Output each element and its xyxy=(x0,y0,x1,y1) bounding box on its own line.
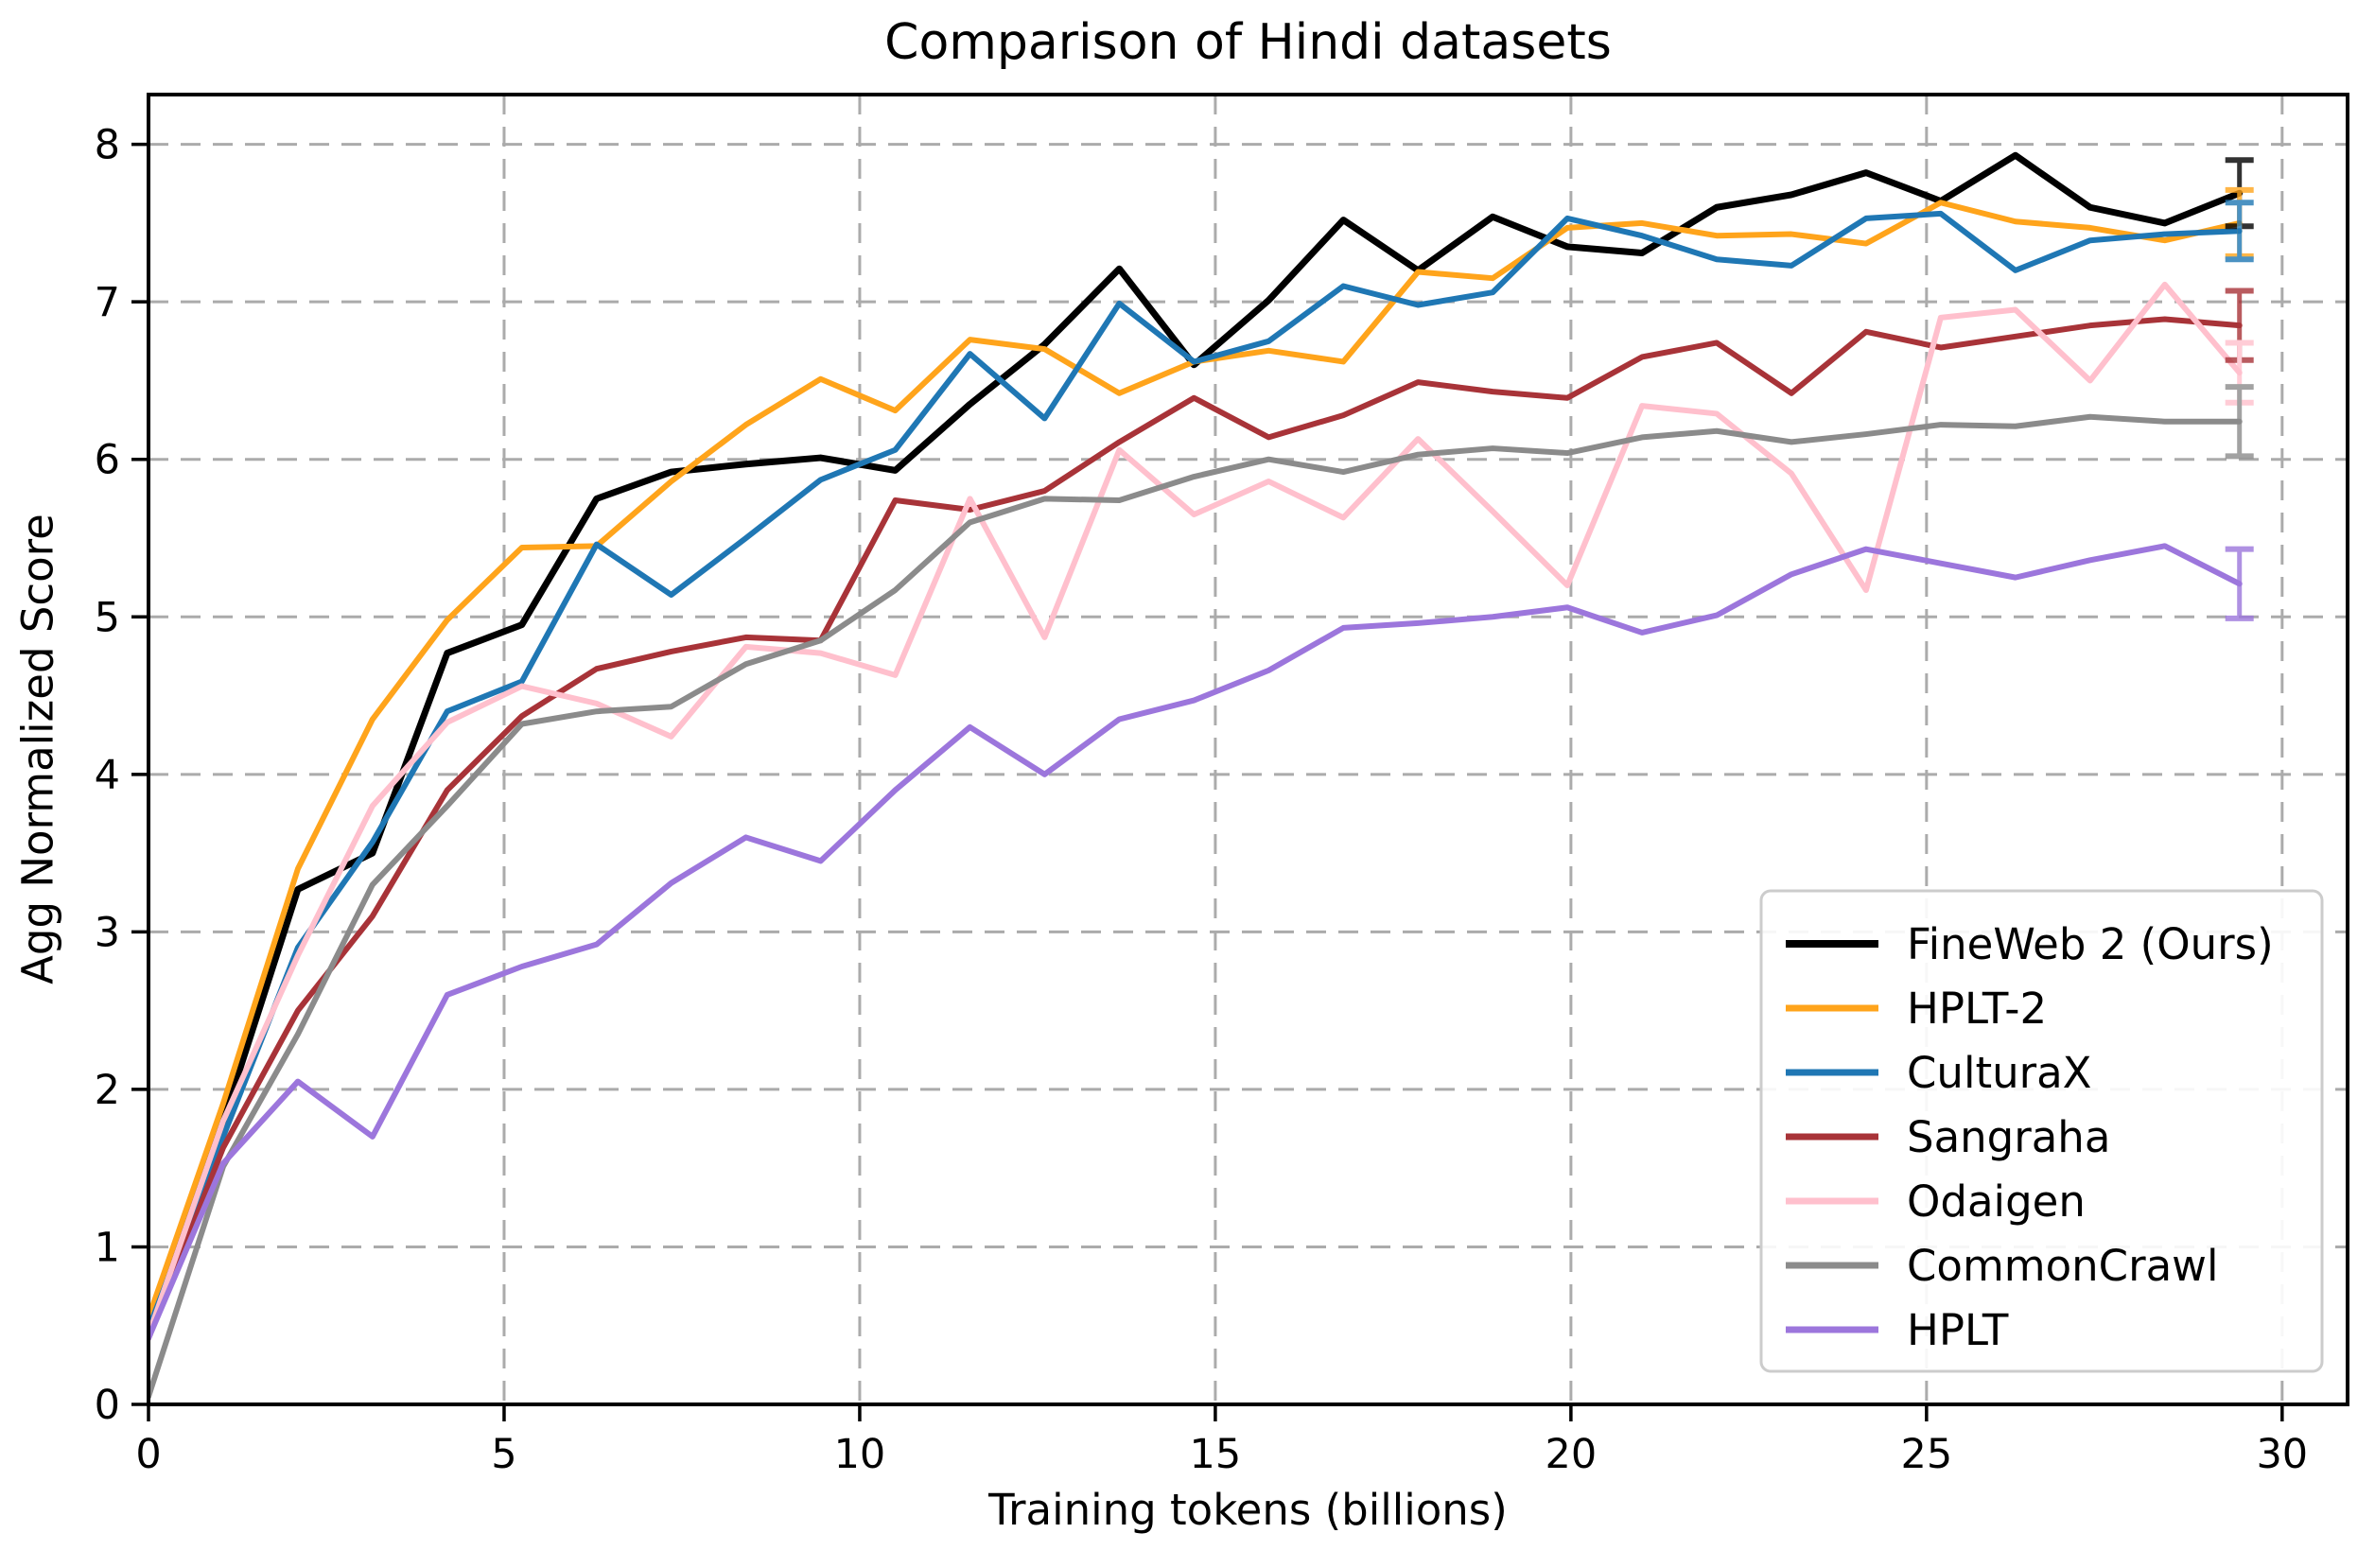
x-tick-label: 25 xyxy=(1900,1431,1952,1478)
series-line-sangraha xyxy=(148,316,2243,1342)
legend-label-hplt-2: HPLT-2 xyxy=(1907,984,2047,1034)
legend-label-odaigen: Odaigen xyxy=(1907,1176,2086,1227)
x-tick-label: 30 xyxy=(2256,1431,2308,1478)
legend-label-commoncrawl: CommonCrawl xyxy=(1907,1241,2218,1291)
x-tick-label: 5 xyxy=(491,1431,516,1478)
legend-item-fineweb-2-ours: FineWeb 2 (Ours) xyxy=(1786,919,2274,969)
y-tick-label: 3 xyxy=(95,909,120,956)
series-line-commoncrawl xyxy=(148,413,2243,1400)
legend-item-commoncrawl: CommonCrawl xyxy=(1786,1241,2218,1291)
x-axis-label: Training tokens (billions) xyxy=(988,1485,1508,1535)
y-axis-label: Agg Normalized Score xyxy=(12,514,63,984)
error-bar-hplt xyxy=(2225,546,2254,621)
y-tick-label: 5 xyxy=(95,594,120,641)
y-tick-label: 7 xyxy=(95,279,120,326)
x-tick-label: 15 xyxy=(1190,1431,1242,1478)
chart-title: Comparison of Hindi datasets xyxy=(884,14,1612,71)
legend-label-fineweb-2-ours: FineWeb 2 (Ours) xyxy=(1907,919,2274,969)
y-tick-label: 8 xyxy=(95,122,120,169)
error-bars xyxy=(2225,157,2254,621)
series-line-culturax xyxy=(148,210,2243,1333)
axis-ticks: 0 5 10 15 20 25 30 0 1 2 3 4 5 6 7 8 xyxy=(95,122,2309,1478)
series-line-odaigen xyxy=(148,281,2243,1338)
y-tick-label: 2 xyxy=(95,1067,120,1114)
legend-box xyxy=(1759,889,2324,1373)
x-tick-label: 0 xyxy=(135,1431,161,1478)
legend-label-culturax: CulturaX xyxy=(1907,1048,2092,1098)
plot-border xyxy=(147,93,2349,1406)
legend-label-hplt: HPLT xyxy=(1907,1305,2009,1355)
series-line-fineweb-2-ours xyxy=(148,151,2244,1337)
y-tick-label: 0 xyxy=(95,1382,120,1429)
x-tick-label: 10 xyxy=(834,1431,886,1478)
legend-item-culturax: CulturaX xyxy=(1786,1048,2092,1098)
error-bar-commoncrawl xyxy=(2225,384,2254,460)
series-lines xyxy=(148,151,2244,1400)
legend-label-sangraha: Sangraha xyxy=(1907,1112,2110,1162)
y-tick-label: 4 xyxy=(95,752,120,799)
gridlines xyxy=(148,95,2348,1404)
legend: FineWeb 2 (Ours) HPLT-2 CulturaX Sangraha Od… xyxy=(1759,889,2324,1373)
legend-item-sangraha: Sangraha xyxy=(1786,1112,2110,1162)
legend-item-hplt: HPLT xyxy=(1786,1305,2009,1355)
error-bar-culturax xyxy=(2225,200,2254,263)
legend-item-hplt-2: HPLT-2 xyxy=(1786,984,2047,1034)
legend-item-odaigen: Odaigen xyxy=(1786,1176,2086,1227)
y-tick-label: 6 xyxy=(95,437,120,484)
x-tick-label: 20 xyxy=(1545,1431,1598,1478)
series-line-hplt xyxy=(148,543,2243,1342)
y-tick-label: 1 xyxy=(95,1224,120,1271)
